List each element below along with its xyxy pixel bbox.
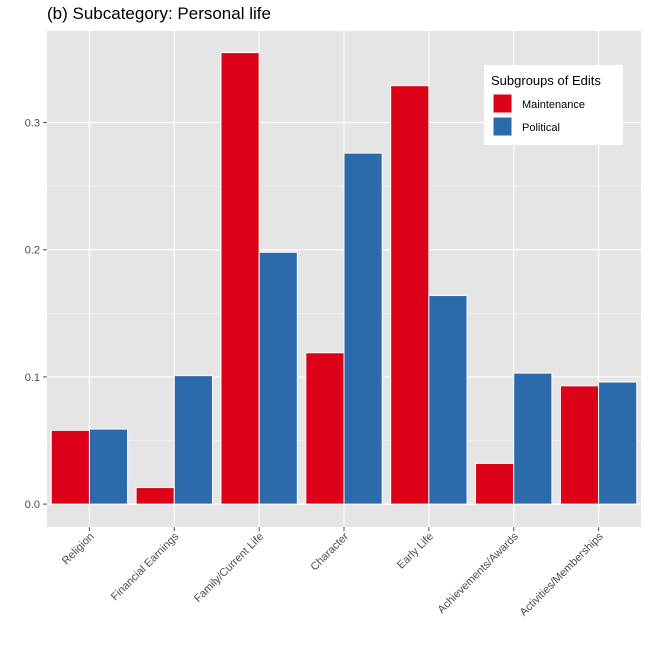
chart-title: (b) Subcategory: Personal life	[47, 4, 271, 23]
x-tick-label: Character	[308, 530, 351, 573]
bar-maintenance	[50, 429, 90, 505]
bar-maintenance	[390, 85, 430, 505]
bar-maintenance	[475, 462, 515, 505]
legend-label-political: Political	[522, 122, 560, 134]
bar-maintenance	[559, 385, 600, 505]
x-tick-label: Family/Current Life	[192, 531, 266, 605]
x-tick-label: Activities/Memberships	[518, 530, 606, 618]
x-tick-label: Achievements/Awards	[436, 530, 522, 616]
legend-title: Subgroups of Edits	[491, 73, 601, 88]
bar-maintenance	[135, 487, 175, 505]
legend-swatch-maintenance	[492, 93, 513, 114]
bar-political	[598, 381, 638, 505]
bar-political	[173, 375, 213, 505]
legend-swatch-political	[492, 116, 513, 137]
y-tick-label: 0.0	[25, 499, 40, 511]
y-tick-label: 0.2	[25, 245, 40, 257]
x-tick-label: Financial Earnings	[109, 530, 182, 603]
bar-political	[258, 251, 298, 505]
y-tick-label: 0.1	[25, 372, 40, 384]
bar-maintenance	[220, 52, 260, 505]
bar-political	[428, 295, 468, 505]
x-tick-label: Religion	[60, 531, 97, 568]
x-tick-label: Early Life	[395, 531, 436, 572]
bar-political	[513, 372, 553, 505]
bar-maintenance	[305, 352, 345, 505]
legend-label-maintenance: Maintenance	[522, 99, 585, 111]
bar-political	[88, 428, 129, 505]
bar-political	[343, 152, 383, 505]
y-tick-label: 0.3	[25, 118, 40, 130]
